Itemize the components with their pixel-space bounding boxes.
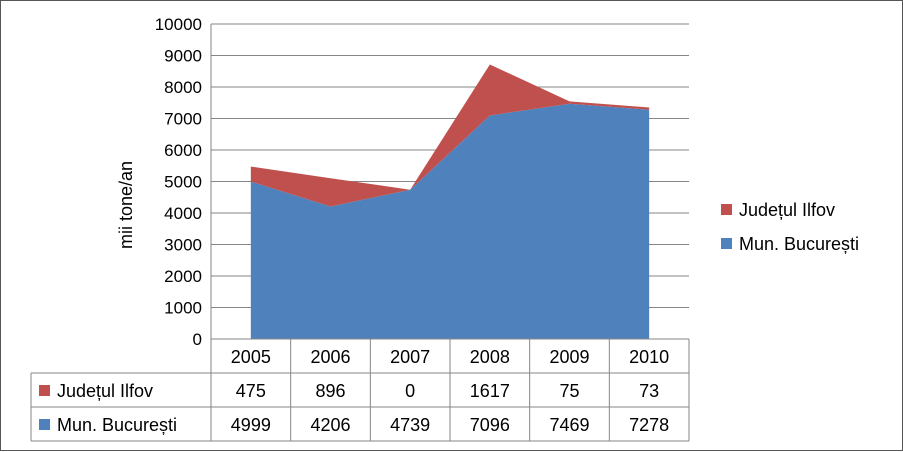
table-cell: 73 — [639, 381, 659, 401]
table-legend-key — [39, 419, 50, 430]
table-cell: 4206 — [310, 415, 350, 435]
table-cell: 7096 — [470, 415, 510, 435]
x-category-label: 2006 — [310, 347, 350, 367]
y-tick-label: 9000 — [164, 47, 202, 66]
x-category-label: 2005 — [231, 347, 271, 367]
legend-label: Județul Ilfov — [739, 200, 835, 220]
legend-key — [721, 238, 732, 249]
table-cell: 475 — [236, 381, 266, 401]
legend: Județul Ilfov Mun. București — [721, 200, 859, 254]
table-legend-key — [39, 385, 50, 396]
y-tick-label: 4000 — [164, 204, 202, 223]
table-cell: 1617 — [470, 381, 510, 401]
table-cell: 4739 — [390, 415, 430, 435]
table-cell: 7469 — [549, 415, 589, 435]
table-row-header: Mun. București — [57, 415, 177, 435]
y-tick-label: 5000 — [164, 173, 202, 192]
y-tick-label: 0 — [193, 330, 202, 349]
y-tick-label: 1000 — [164, 299, 202, 318]
y-tick-label: 8000 — [164, 78, 202, 97]
x-category-label: 2007 — [390, 347, 430, 367]
table-cell: 4999 — [231, 415, 271, 435]
x-category-label: 2009 — [549, 347, 589, 367]
table-cell: 7278 — [629, 415, 669, 435]
legend-label: Mun. București — [739, 234, 859, 254]
x-category-label: 2008 — [470, 347, 510, 367]
y-tick-label: 2000 — [164, 267, 202, 286]
y-tick-label: 6000 — [164, 141, 202, 160]
table-cell: 896 — [315, 381, 345, 401]
area-mun-bucure-ti — [250, 103, 650, 339]
area-series — [250, 64, 650, 339]
table-cell: 75 — [559, 381, 579, 401]
y-tick-label: 10000 — [155, 15, 202, 34]
y-tick-label: 7000 — [164, 110, 202, 129]
y-tick-label: 3000 — [164, 236, 202, 255]
data-table: 2005 2006 2007 2008 2009 2010 Județul Ilfov 475… — [30, 339, 690, 442]
area-jude-ul-ilfov — [250, 64, 650, 207]
x-category-label: 2010 — [629, 347, 669, 367]
table-cell: 0 — [405, 381, 415, 401]
y-axis-label: mii tone/an — [116, 161, 136, 249]
table-row-header: Județul Ilfov — [57, 381, 153, 401]
legend-key — [721, 204, 732, 215]
